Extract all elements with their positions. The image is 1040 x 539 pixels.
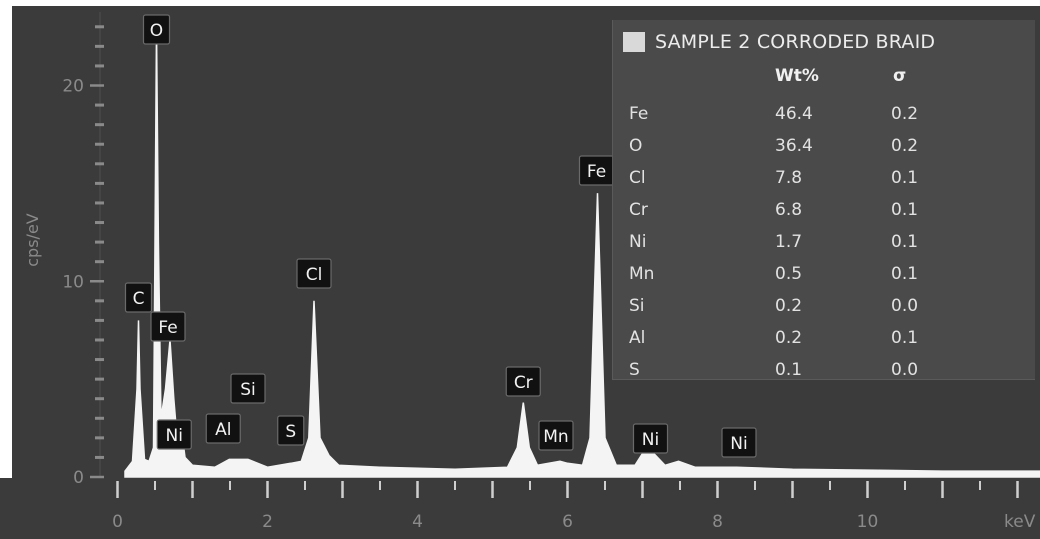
wt-percent-value: 1.7	[775, 232, 803, 252]
x-axis-title: keV	[1004, 512, 1036, 532]
peak-marker-box	[205, 413, 241, 444]
wt-percent-value: 0.2	[775, 328, 803, 348]
peak-marker-box	[505, 366, 541, 397]
x-tick-label: 0	[112, 512, 123, 532]
sigma-value: 0.2	[891, 104, 919, 124]
peak-marker-label: Ni	[730, 434, 747, 454]
peak-marker: C	[124, 282, 153, 313]
peak-marker-label: Ni	[166, 426, 183, 446]
peak-marker-box	[124, 282, 153, 313]
peak-marker: S	[277, 415, 305, 446]
peak-marker: Si	[230, 373, 266, 404]
peak-marker-label: Al	[215, 420, 231, 440]
sigma-value: 0.0	[891, 296, 919, 316]
peak-marker-box	[632, 423, 669, 454]
sigma-value: 0.1	[891, 200, 919, 220]
result-row: Ni 1.7 0.1	[613, 232, 1035, 264]
peak-marker-label: C	[133, 289, 145, 309]
peak-marker-label: O	[150, 21, 163, 41]
spectrum-layer	[124, 26, 1040, 478]
peak-marker: Ni	[632, 423, 669, 454]
element-symbol: Fe	[629, 104, 649, 124]
result-row: Fe 46.4 0.2	[613, 104, 1035, 136]
wt-percent-value: 7.8	[775, 168, 803, 188]
sigma-value: 0.1	[891, 328, 919, 348]
y-tick-label: 20	[62, 77, 84, 97]
wt-percent-value: 0.1	[775, 360, 803, 380]
peak-marker-label: Cl	[306, 265, 323, 285]
element-symbol: Cr	[629, 200, 648, 220]
peak-marker-label: Cr	[514, 373, 533, 393]
peak-marker-box	[150, 311, 186, 342]
spectrum-area	[124, 26, 1040, 478]
sigma-value: 0.1	[891, 232, 919, 252]
peak-markers: O C Fe Ni Al Si S Cl Cr Mn Fe Ni Ni	[124, 14, 757, 458]
peak-marker: Ni	[156, 419, 192, 450]
x-tick-label: 8	[712, 512, 723, 532]
result-row: Mn 0.5 0.1	[613, 264, 1035, 296]
peak-marker-box	[296, 258, 332, 289]
y-tick-label: 10	[62, 272, 84, 292]
element-symbol: S	[629, 360, 640, 380]
peak-marker-label: Fe	[587, 162, 606, 182]
wt-percent-header: Wt%	[775, 66, 819, 86]
element-symbol: Si	[629, 296, 645, 316]
peak-marker: Fe	[150, 311, 186, 342]
peak-marker: Mn	[538, 420, 574, 451]
y-tick-label: 0	[73, 468, 84, 488]
x-axis: 0 2 4 6 8 10 keV	[112, 481, 1036, 532]
peak-marker-label: Fe	[158, 318, 177, 338]
result-row: S 0.1 0.0	[613, 360, 1035, 392]
sigma-value: 0.2	[891, 136, 919, 156]
panel-header: SAMPLE 2 CORRODED BRAID	[623, 29, 935, 55]
peak-marker-label: S	[285, 422, 296, 442]
element-symbol: Ni	[629, 232, 647, 252]
wt-percent-value: 0.2	[775, 296, 803, 316]
wt-percent-value: 6.8	[775, 200, 803, 220]
sample-color-swatch	[623, 32, 645, 52]
x-tick-label: 10	[857, 512, 879, 532]
sigma-value: 0.1	[891, 168, 919, 188]
peak-marker-box	[721, 427, 757, 458]
peak-marker: O	[142, 14, 171, 45]
peak-marker-box	[230, 373, 266, 404]
wt-percent-value: 36.4	[775, 136, 813, 156]
x-tick-label: 4	[412, 512, 423, 532]
peak-marker-box	[142, 14, 171, 45]
x-tick-label: 6	[562, 512, 573, 532]
peak-marker: Cr	[505, 366, 541, 397]
peak-marker: Al	[205, 413, 241, 444]
peak-marker-label: Ni	[642, 430, 659, 450]
peak-marker-box	[277, 415, 305, 446]
peak-marker-label: Si	[240, 380, 256, 400]
result-row: Cr 6.8 0.1	[613, 200, 1035, 232]
sigma-value: 0.0	[891, 360, 919, 380]
y-axis-title: cps/eV	[23, 213, 42, 267]
peak-marker-box	[538, 420, 574, 451]
sigma-header: σ	[893, 66, 907, 86]
result-row: Cl 7.8 0.1	[613, 168, 1035, 200]
quantification-panel: SAMPLE 2 CORRODED BRAID Wt% σ Fe 46.4 0.2 O…	[612, 20, 1035, 380]
peak-marker: Ni	[721, 427, 757, 458]
result-row: Al 0.2 0.1	[613, 328, 1035, 360]
peak-marker-label: Mn	[543, 427, 568, 447]
element-symbol: Mn	[629, 264, 655, 284]
peak-marker: Cl	[296, 258, 332, 289]
wt-percent-value: 46.4	[775, 104, 813, 124]
element-symbol: Cl	[629, 168, 646, 188]
result-row: Si 0.2 0.0	[613, 296, 1035, 328]
sigma-value: 0.1	[891, 264, 919, 284]
wt-percent-value: 0.5	[775, 264, 803, 284]
peak-marker: Fe	[578, 155, 615, 186]
y-axis: 0 10 20	[62, 12, 104, 488]
panel-title: SAMPLE 2 CORRODED BRAID	[655, 31, 936, 53]
element-symbol: Al	[629, 328, 646, 348]
x-tick-label: 2	[262, 512, 273, 532]
result-row: O 36.4 0.2	[613, 136, 1035, 168]
element-symbol: O	[629, 136, 643, 156]
peak-marker-box	[156, 419, 192, 450]
